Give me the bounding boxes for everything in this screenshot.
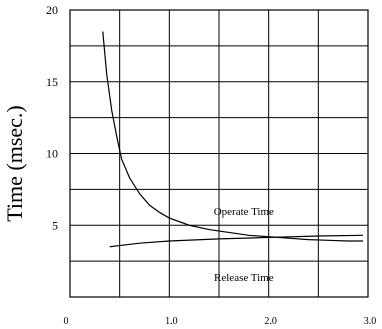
y-tick-label: 10: [46, 147, 58, 161]
series-line-2: [109, 234, 364, 248]
series-layer: [102, 31, 364, 248]
series-annotation: Release Time: [214, 272, 274, 284]
annotations: Operate Time Release Time: [214, 206, 274, 284]
y-axis-ticks: 5 10 15 20: [46, 3, 58, 232]
x-tick-label: 2.0: [264, 316, 277, 327]
x-tick-label: 3.0: [364, 316, 377, 327]
grid-lines: [70, 9, 369, 297]
y-tick-label: 5: [52, 218, 58, 232]
plot-frame: [69, 9, 369, 298]
x-tick-label: 0: [64, 316, 69, 327]
y-tick-label: 15: [46, 75, 58, 89]
x-axis-ticks: 0 1.0 2.0 3.0: [64, 316, 377, 327]
x-tick-label: 1.0: [165, 316, 178, 327]
series-line-1: [102, 31, 364, 242]
y-axis-label: Time (msec.): [2, 105, 27, 222]
y-tick-label: 20: [46, 3, 58, 17]
series-annotation: Operate Time: [214, 206, 274, 218]
